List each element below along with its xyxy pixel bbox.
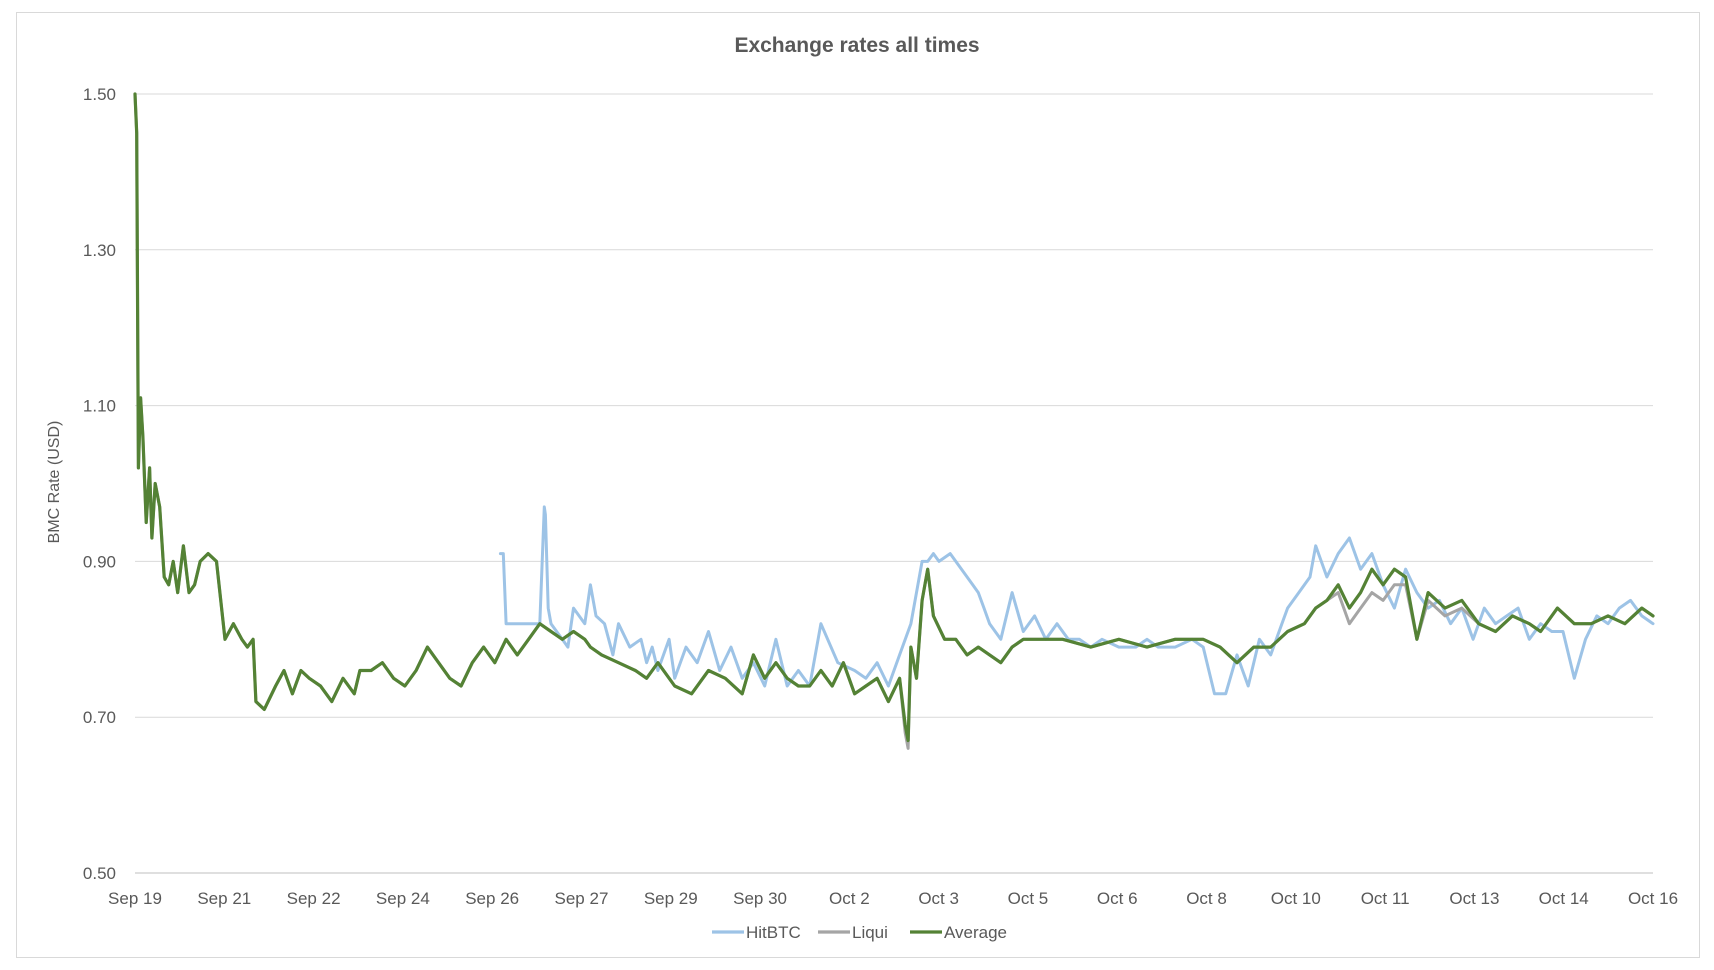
legend-label-liqui: Liqui: [852, 923, 888, 942]
legend-label-average: Average: [944, 923, 1007, 942]
x-tick-label: Oct 13: [1449, 889, 1499, 908]
x-tick-label: Oct 8: [1186, 889, 1227, 908]
x-tick-label: Sep 26: [465, 889, 519, 908]
x-tick-label: Sep 29: [644, 889, 698, 908]
chart-title: Exchange rates all times: [734, 34, 979, 57]
x-tick-label: Sep 19: [108, 889, 162, 908]
x-tick-label: Oct 14: [1539, 889, 1589, 908]
x-tick-label: Oct 2: [829, 889, 870, 908]
y-tick-label: 1.30: [83, 241, 116, 260]
y-tick-label: 1.50: [83, 85, 116, 104]
x-tick-label: Oct 16: [1628, 889, 1678, 908]
x-tick-label: Oct 5: [1008, 889, 1049, 908]
legend-label-hitbtc: HitBTC: [746, 923, 801, 942]
x-tick-label: Oct 6: [1097, 889, 1138, 908]
x-tick-label: Sep 24: [376, 889, 430, 908]
series-lines: [133, 92, 1655, 750]
x-tick-label: Oct 3: [918, 889, 959, 908]
x-tick-label: Sep 30: [733, 889, 787, 908]
gridlines: [135, 93, 1653, 874]
x-tick-labels: Sep 19 Sep 21 Sep 22 Sep 24 Sep 26 Sep 27 Sep …: [108, 889, 1678, 908]
y-tick-label: 1.10: [83, 397, 116, 416]
legend: HitBTC Liqui Average: [712, 923, 1007, 942]
x-tick-label: Sep 22: [287, 889, 341, 908]
series-line-hitbtc: [498, 505, 1655, 696]
y-tick-labels: 0.50 0.70 0.90 1.10 1.30 1.50: [83, 85, 116, 883]
y-tick-label: 0.50: [83, 864, 116, 883]
x-tick-label: Oct 11: [1361, 889, 1410, 908]
x-tick-label: Oct 10: [1271, 889, 1321, 908]
x-tick-label: Sep 27: [555, 889, 609, 908]
series-line-liqui: [133, 92, 1655, 750]
chart-frame: [16, 12, 1700, 958]
x-tick-label: Sep 21: [197, 889, 251, 908]
y-tick-label: 0.70: [83, 708, 116, 727]
series-line-average: [133, 92, 1655, 743]
y-axis-title: BMC Rate (USD): [46, 421, 63, 544]
y-tick-label: 0.90: [83, 552, 116, 571]
